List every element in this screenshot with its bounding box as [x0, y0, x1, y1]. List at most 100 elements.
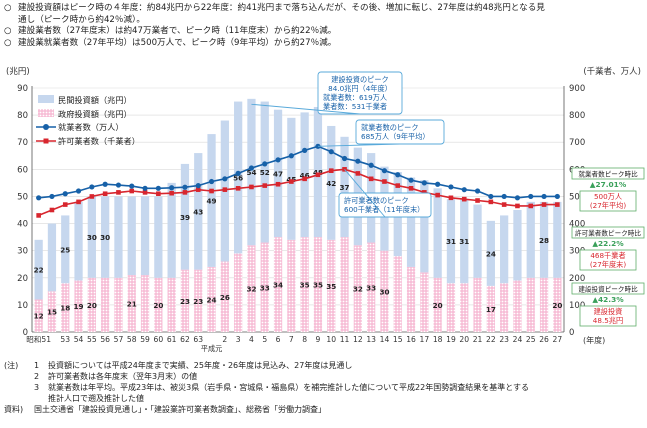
- private-value-label: 37: [340, 183, 350, 192]
- invest-peak-callout-text: 84.0兆円（4年度）: [328, 84, 392, 93]
- permits-point: [195, 187, 201, 192]
- ytick-left-label: 50: [17, 192, 28, 202]
- bar-private: [446, 199, 456, 284]
- bar-government: [513, 280, 522, 332]
- permits-point: [541, 202, 547, 207]
- permits-point: [328, 168, 334, 173]
- note-1-index: 1: [34, 361, 40, 370]
- bar-government: [101, 277, 110, 332]
- xtick-label: 24: [513, 335, 523, 344]
- bar-private: [513, 210, 522, 281]
- ytick-left-label: 70: [17, 138, 28, 148]
- workers-point: [49, 193, 55, 200]
- permits-panel-value-box: [579, 249, 637, 271]
- bar-government: [154, 277, 163, 332]
- bar-private: [47, 223, 57, 292]
- workers-point: [129, 183, 135, 189]
- workers-point: [195, 183, 201, 189]
- workers-point: [541, 193, 547, 200]
- workers-point: [368, 162, 374, 168]
- bar-private: [61, 215, 70, 284]
- xtick-label: 6: [276, 335, 281, 344]
- bar-private: [114, 196, 123, 278]
- bar-government: [247, 245, 256, 332]
- permits-point: [302, 176, 307, 182]
- notes: (注) 1 投資額については平成24年度まで実績、25年度・26年度は見込み、27年…: [4, 360, 644, 415]
- xtick-label: 13: [366, 335, 376, 344]
- legend-workers-label: 就業者数（万人）: [58, 122, 124, 132]
- permits-point: [235, 186, 241, 191]
- ytick-right-label: 800: [569, 111, 585, 121]
- workers-point: [395, 172, 401, 178]
- xtick-label: 18: [433, 335, 443, 344]
- government-value-label: 32: [353, 285, 363, 294]
- ytick-right-label: 900: [569, 84, 585, 94]
- xtick-heisei-label: 平成元: [201, 344, 223, 353]
- xtick-label: 16: [406, 335, 416, 344]
- bar-government: [473, 277, 482, 332]
- workers-point: [169, 185, 175, 191]
- workers-point: [381, 168, 388, 174]
- government-value-label: 15: [47, 308, 57, 317]
- bar-private: [406, 177, 416, 267]
- legend-private-label: 民間投資額（兆円）: [58, 95, 132, 105]
- bar-private: [101, 196, 110, 278]
- bar-private: [247, 98, 256, 246]
- permits-panel-title: 許可業者数ピーク時比: [575, 229, 641, 238]
- bar-private: [273, 109, 283, 238]
- permits-point: [249, 184, 254, 190]
- summary-line-1-cont: 通し（ピーク時から約42％減）。: [18, 14, 145, 25]
- permits-point: [116, 190, 121, 195]
- government-value-label: 33: [260, 283, 270, 292]
- bar-private: [553, 201, 562, 278]
- xlabel-right: (年度): [583, 335, 605, 345]
- workers-point: [182, 184, 188, 190]
- worker-peak-callout-pointer: [317, 143, 401, 147]
- bar-government: [220, 261, 229, 332]
- workers-panel-pct: ▲27.01%: [590, 180, 627, 189]
- private-value-label: 31: [459, 237, 469, 246]
- ylabel-left: (兆円): [6, 66, 30, 77]
- xtick-label: 4: [249, 335, 254, 344]
- workers-point: [528, 193, 534, 200]
- bar-government: [460, 283, 469, 332]
- summary-box: ○ 建設投資額はピーク時の４年度：約84兆円から22年度：約41兆円まで落ち込んだ…: [4, 3, 640, 49]
- bar-private: [154, 196, 163, 278]
- workers-point: [488, 193, 494, 200]
- bar-private: [327, 125, 336, 240]
- permits-point: [209, 188, 214, 194]
- permits-point: [368, 176, 374, 182]
- permits-point: [395, 183, 401, 188]
- government-value-label: 20: [433, 301, 443, 310]
- ytick-right-label: 200: [569, 274, 585, 284]
- permits-point: [422, 190, 427, 195]
- bar-government: [127, 275, 136, 332]
- permits-point: [36, 213, 41, 218]
- summary-line-1: 建設投資額はピーク時の４年度：約84兆円から22年度：約41兆円まで落ち込んだが…: [18, 3, 545, 13]
- bullet-3: ○: [4, 37, 12, 48]
- bar-government: [553, 277, 562, 332]
- permits-panel-sub: (27年度末): [590, 260, 627, 269]
- workers-point: [102, 181, 108, 187]
- government-value-label: 23: [180, 297, 190, 306]
- permits-point: [315, 172, 321, 178]
- government-value-label: 19: [74, 302, 84, 311]
- ytick-left-label: 0: [23, 328, 28, 338]
- private-value-label: 39: [180, 213, 190, 222]
- private-value-label: 31: [446, 237, 456, 246]
- xtick-label: 27: [553, 335, 563, 344]
- permits-point: [382, 179, 387, 184]
- notes-head: (注): [4, 361, 19, 370]
- xtick-label: 8: [302, 335, 307, 344]
- permits-point: [182, 190, 188, 195]
- workers-point: [115, 182, 122, 188]
- government-value-label: 21: [127, 300, 137, 309]
- workers-point: [75, 188, 82, 194]
- private-value-label: 24: [486, 249, 496, 258]
- bar-government: [406, 266, 416, 332]
- invest-panel-value: 建設投資: [594, 307, 623, 316]
- bar-government: [34, 299, 43, 332]
- workers-panel-sub: (27年平均): [590, 201, 627, 210]
- ytick-right-label: 100: [569, 301, 585, 311]
- bar-private: [87, 196, 96, 278]
